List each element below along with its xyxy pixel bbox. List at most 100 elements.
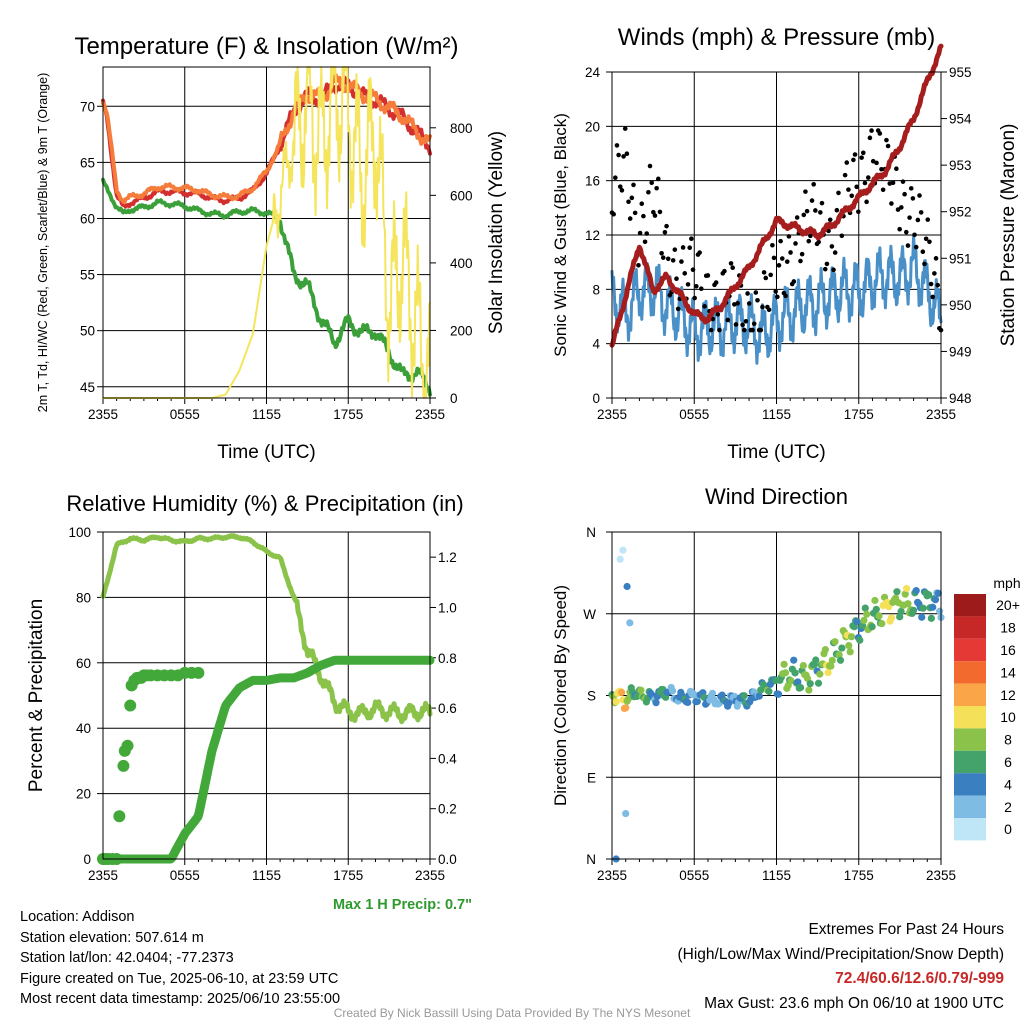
gust-point: [770, 242, 775, 248]
x-tick-label: 1155: [762, 868, 791, 883]
chart-title: Winds (mph) & Pressure (mb): [618, 24, 935, 51]
credit-text: Created By Nick Bassill Using Data Provi…: [333, 1006, 691, 1020]
direction-point: [861, 604, 869, 612]
colorbar-swatch: [954, 818, 986, 841]
gust-point: [808, 233, 813, 239]
gust-point: [859, 155, 864, 160]
gust-point: [741, 327, 747, 333]
y2-tick-label: 600: [450, 188, 473, 203]
gust-point: [867, 135, 873, 141]
y2-tick-label: 952: [949, 205, 972, 220]
direction-point: [853, 617, 861, 626]
direction-point: [897, 607, 905, 616]
created-text: Figure created on Tue, 2025-06-10, at 23…: [20, 970, 339, 987]
series-td: [101, 177, 432, 397]
gust-point: [768, 272, 774, 278]
location-text: Location: Addison: [20, 909, 135, 925]
y-tick-label: 70: [80, 99, 95, 114]
direction-point: [790, 656, 798, 664]
gust-point: [664, 223, 669, 229]
gust-point: [786, 234, 792, 239]
gust-point: [689, 236, 694, 241]
y-tick-label: 60: [76, 656, 91, 671]
chart-title: Wind Direction: [705, 484, 848, 509]
direction-point: [622, 704, 630, 712]
gust-point: [894, 166, 899, 172]
gust-point: [865, 175, 871, 180]
y2-tick-label: 0.8: [438, 651, 457, 666]
direction-point: [824, 668, 832, 677]
extremes-panel: Extremes For Past 24 Hours (High/Low/Max…: [678, 918, 1005, 1016]
gust-point: [895, 207, 901, 212]
y-tick-label: 4: [592, 337, 600, 352]
series-wind: [610, 234, 943, 365]
x-axis-label: Time (UTC): [217, 442, 316, 463]
y2-tick-label: 955: [949, 65, 972, 80]
x-tick-label: 2355: [926, 407, 956, 422]
x-tick-label: 1755: [844, 407, 874, 422]
direction-point: [912, 587, 920, 595]
direction-point: [871, 596, 879, 605]
gust-point: [844, 160, 850, 165]
gust-point: [920, 249, 926, 255]
gust-point: [652, 213, 658, 218]
gust-point: [779, 256, 785, 261]
direction-point: [637, 686, 645, 694]
gust-point: [665, 256, 671, 262]
gust-point: [831, 267, 836, 273]
direction-point: [814, 679, 823, 687]
direction-point: [780, 660, 788, 668]
gust-point: [879, 166, 884, 172]
x-axis-label: Time (UTC): [727, 442, 826, 463]
y-tick-label: N: [586, 852, 596, 867]
direction-point: [828, 656, 836, 664]
y2-tick-label: 1.0: [438, 600, 457, 615]
y2-tick-label: 951: [949, 251, 972, 266]
y-tick-label: 50: [80, 324, 95, 339]
direction-point: [781, 669, 790, 677]
y2-tick-label: 800: [450, 121, 473, 136]
direction-point: [725, 699, 733, 707]
direction-point: [618, 688, 626, 697]
gust-point: [682, 271, 688, 276]
gust-point: [705, 273, 711, 278]
x-tick-label: 1155: [252, 407, 281, 422]
y-axis-label: Sonic Wind & Gust (Blue, Black): [551, 113, 570, 357]
gust-point: [854, 184, 859, 190]
gust-point: [660, 255, 666, 260]
direction-point: [812, 656, 820, 664]
x-tick-label: 2355: [597, 407, 627, 422]
latlon-text: Station lat/lon: 42.0404; -77.2373: [20, 950, 234, 967]
colorbar-label: 2: [1004, 799, 1012, 815]
colorbar-label: 10: [1000, 709, 1016, 725]
gust-point: [903, 229, 909, 235]
direction-point: [622, 809, 630, 818]
series-station-pressure: [609, 43, 944, 348]
gust-point: [637, 230, 643, 236]
direction-point: [845, 641, 853, 650]
direction-point: [931, 596, 940, 604]
gust-point: [698, 286, 704, 291]
gust-point: [649, 180, 654, 186]
y-tick-label: 80: [76, 590, 91, 605]
gust-point: [783, 293, 788, 299]
y2-tick-label: 1.2: [438, 550, 457, 565]
gust-point: [655, 176, 661, 182]
y-tick-label: 60: [80, 211, 95, 226]
gust-point: [930, 294, 936, 300]
gust-point: [617, 184, 623, 189]
direction-point: [805, 686, 813, 694]
plot-frame: [102, 531, 431, 860]
gust-point: [803, 189, 808, 194]
plot-frame: [611, 71, 942, 399]
gust-point: [766, 307, 772, 313]
direction-point: [929, 603, 937, 611]
gust-point: [852, 152, 858, 157]
gust-point: [851, 157, 856, 163]
direction-point: [755, 692, 763, 700]
direction-point: [936, 607, 944, 615]
direction-point: [904, 600, 912, 608]
x-tick-label: 1755: [333, 868, 363, 883]
gust-point: [740, 322, 745, 328]
direction-point: [878, 620, 886, 628]
